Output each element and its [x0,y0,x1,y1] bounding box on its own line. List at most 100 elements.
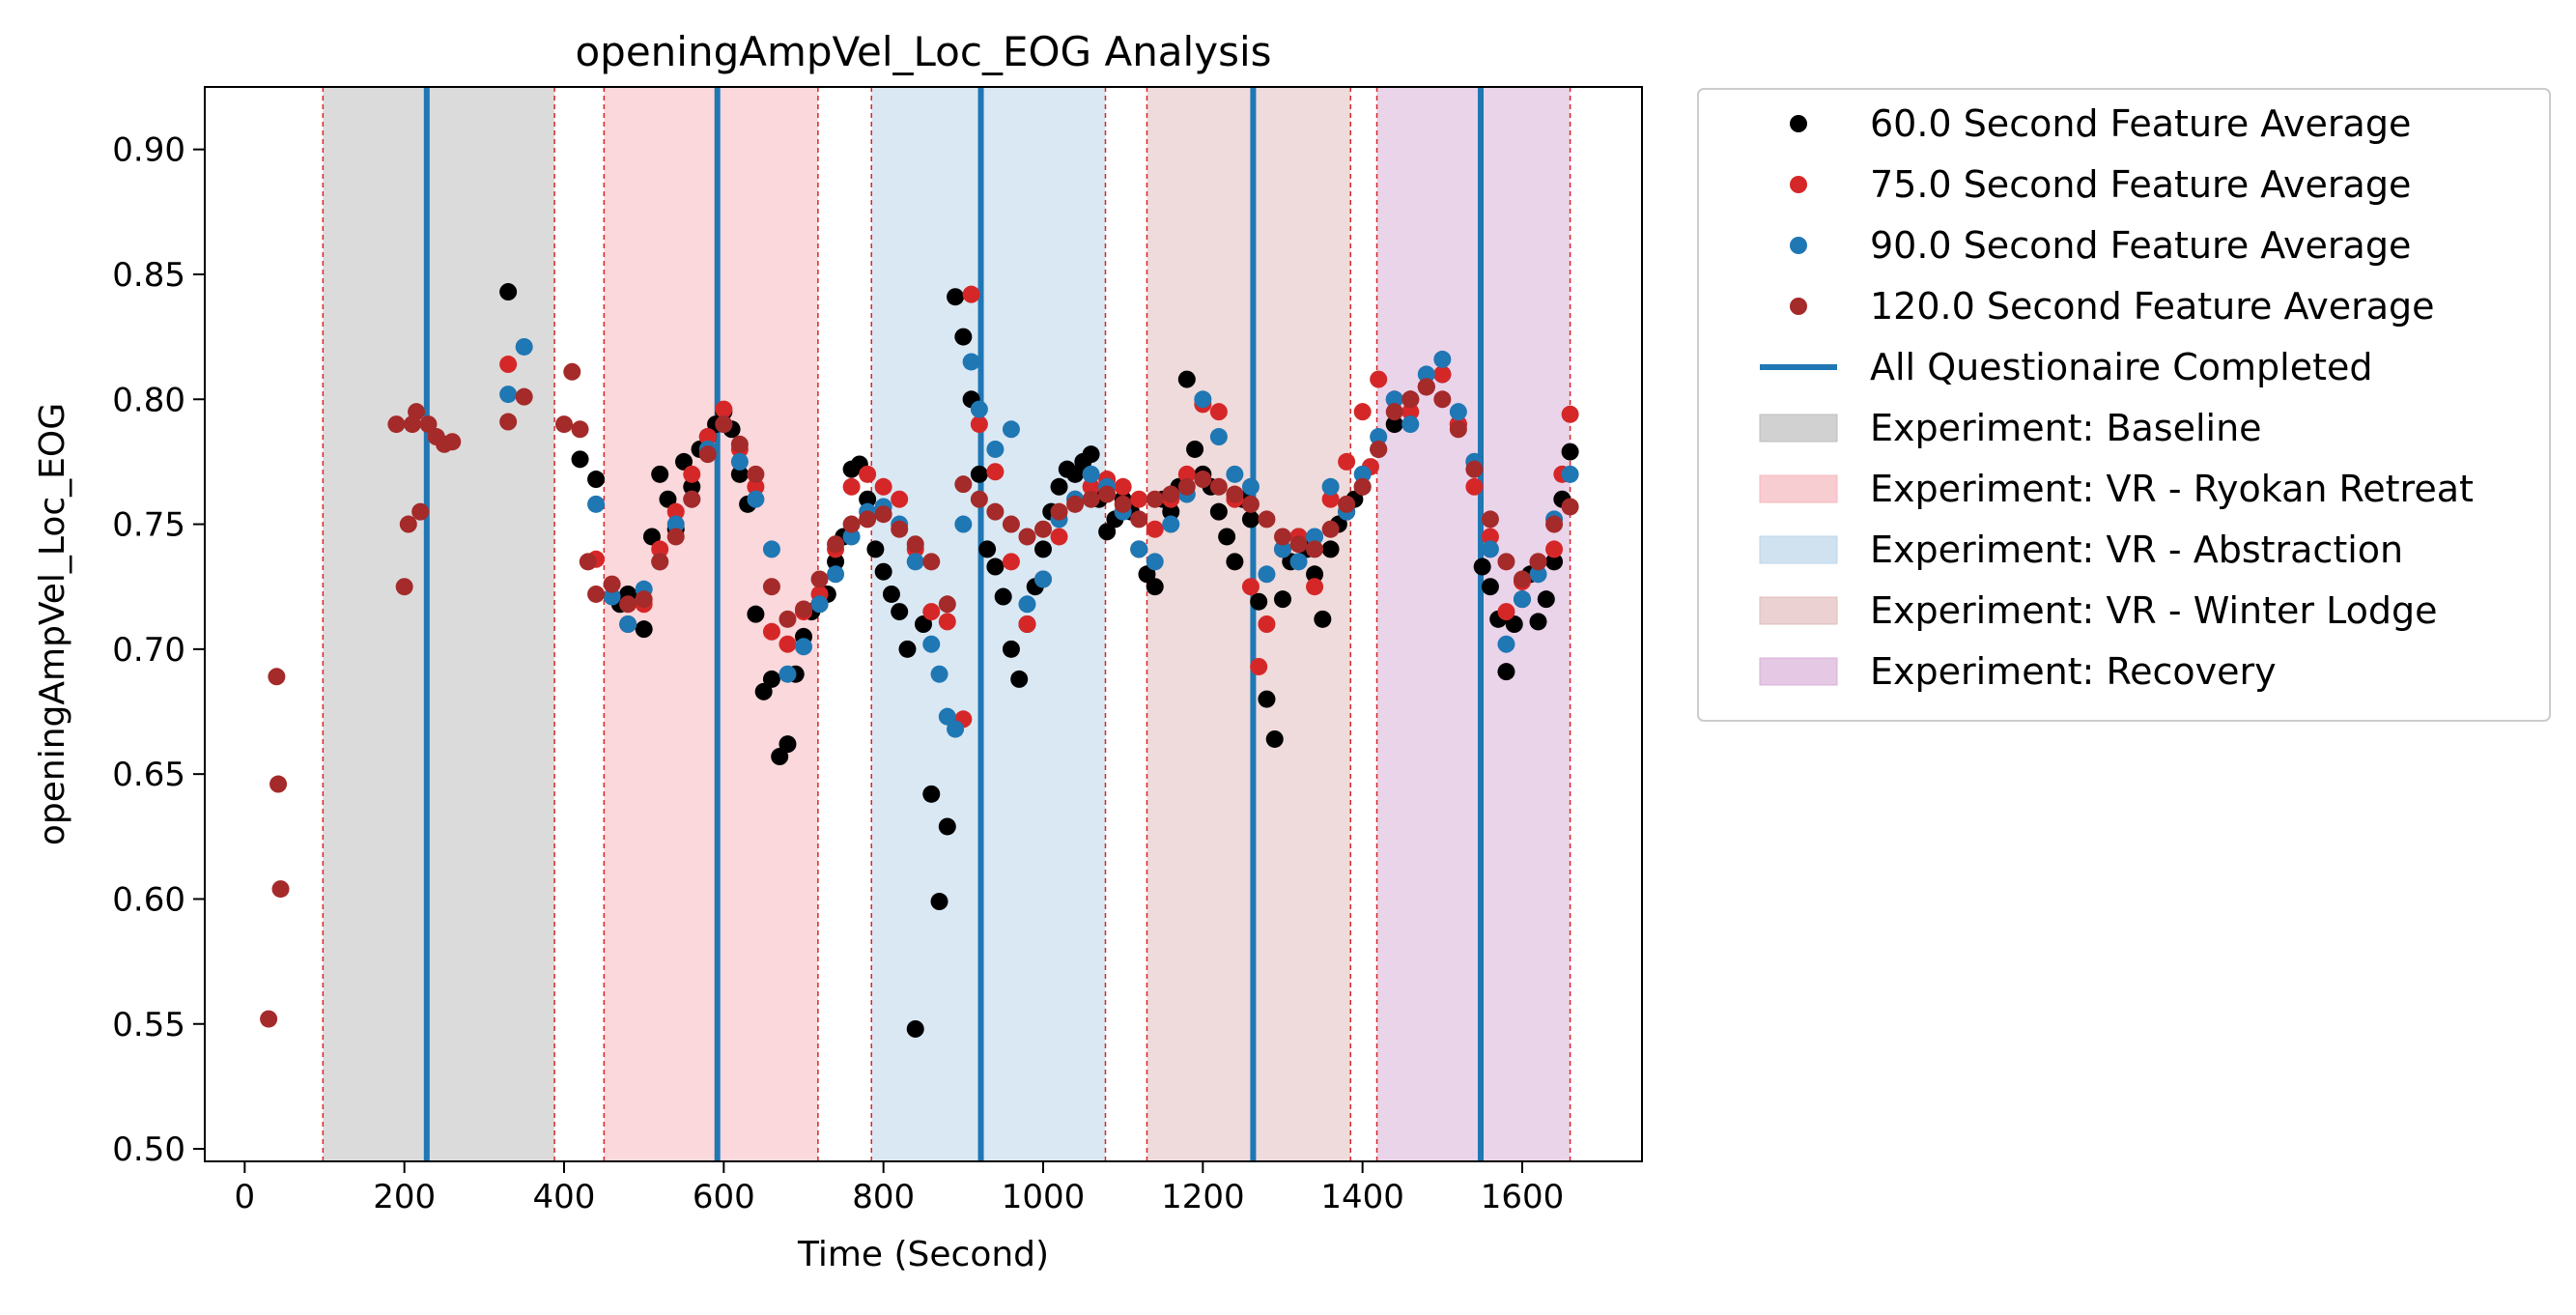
data-point [619,615,637,633]
data-point [1433,350,1452,368]
y-axis-ticks: 0.50 0.55 0.60 0.65 0.70 0.75 0.80 0.85 0.90 [112,131,205,1169]
legend: 60.0 Second Feature Average 75.0 Second F… [1697,88,2551,722]
data-point [1497,603,1515,621]
data-point [1561,443,1579,461]
data-point [866,540,885,558]
chart-title: openingAmpVel_Loc_EOG Analysis [575,28,1271,75]
data-point [1018,528,1036,546]
data-point [1098,523,1117,541]
data-point [698,428,717,446]
data-point [675,452,693,471]
data-point [915,615,932,633]
legend-label: 60.0 Second Feature Average [1870,102,2411,145]
x-tick-label: 1200 [1161,1178,1245,1216]
data-point [1449,420,1467,439]
data-point [515,387,533,406]
data-point [1497,553,1515,571]
data-point [1265,729,1284,748]
data-point [443,433,462,451]
data-point [1473,557,1491,576]
data-point [874,505,892,524]
data-point [555,415,573,434]
data-point [408,403,426,421]
data-point [579,553,597,571]
data-point [1465,477,1484,496]
data-point [754,682,773,700]
phase-band [323,87,555,1161]
data-point [1050,477,1068,496]
data-point [1034,520,1052,538]
data-point [1433,365,1452,384]
data-point [1114,477,1132,496]
data-point [1209,428,1228,446]
data-point [1146,553,1164,571]
data-point [947,288,965,306]
data-point [922,635,941,653]
data-point [730,435,749,453]
data-point [1417,365,1435,384]
data-point [1082,477,1100,496]
data-point [1561,465,1579,483]
legend-label: 120.0 Second Feature Average [1870,285,2435,328]
y-tick-label: 0.65 [112,756,185,794]
data-point [891,490,909,508]
data-point [906,535,924,554]
plot-frame [204,86,1643,1162]
data-point [1209,403,1228,421]
data-point [1497,663,1515,681]
data-point [1561,498,1579,516]
legend-patch [1759,596,1838,625]
data-point [1353,403,1372,421]
data-point [954,328,973,346]
data-point [499,283,518,301]
legend-label: Experiment: Recovery [1870,650,2277,693]
data-point [1226,553,1244,571]
data-point [1177,370,1196,388]
data-point [986,557,1005,576]
data-point [1050,502,1068,521]
data-point [1306,540,1324,558]
data-point [515,337,533,356]
data-point [1306,578,1324,596]
data-point [1241,477,1260,496]
data-point [715,415,733,434]
data-point [859,490,877,508]
legend-label: 90.0 Second Feature Average [1870,224,2411,267]
data-point [762,670,780,688]
data-point [666,502,685,521]
y-tick-label: 0.70 [112,631,185,670]
data-point [1274,540,1291,558]
data-point [970,490,988,508]
data-point [762,540,780,558]
data-point [859,510,877,529]
data-point [986,502,1005,521]
x-tick-label: 0 [235,1178,256,1216]
data-point [1529,553,1547,571]
data-point [922,603,941,621]
data-point [938,595,956,614]
data-point [1114,495,1132,513]
data-point [1370,440,1388,458]
data-point [978,540,997,558]
data-point [1385,403,1403,421]
data-point [587,471,606,489]
legend-marker [1790,298,1807,315]
data-point [962,353,980,371]
legend-label: All Questionaire Completed [1870,346,2373,388]
data-point [1034,540,1052,558]
x-tick-label: 1400 [1320,1178,1404,1216]
data-point [571,450,589,469]
data-point [778,665,797,683]
data-point [1194,471,1212,489]
data-point [1034,570,1052,588]
y-tick-label: 0.90 [112,131,185,170]
data-point [1226,465,1244,483]
data-point [1505,615,1523,633]
data-point [1481,528,1499,546]
data-point [1433,390,1452,409]
data-point [1209,502,1228,521]
x-axis-ticks: 0 200 400 600 800 1000 1200 1400 1600 [235,1161,1564,1216]
data-point [1401,415,1420,434]
data-point [563,362,581,381]
questionnaire-lines [423,87,1485,1161]
